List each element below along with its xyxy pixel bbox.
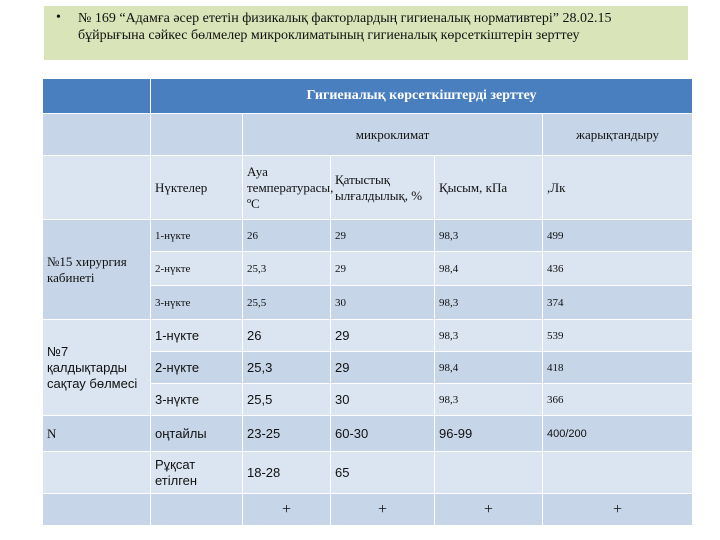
cell-lux: 366: [541, 383, 694, 416]
column-pressure: Қысым, кПа: [434, 155, 543, 220]
norm-empty-cell: [434, 451, 543, 494]
title-box: • № 169 “Адамға әсер ететін физикалық фа…: [44, 6, 688, 60]
mark-temp: +: [242, 493, 331, 526]
cell-press: 98,3: [434, 319, 543, 352]
norm-optimal-label: оңтайлы: [150, 415, 243, 452]
column-lux: ,Лк: [541, 155, 694, 220]
norm-optimal-hum: 60-30: [330, 415, 435, 452]
group-empty-cell: [42, 113, 151, 156]
cell-hum: 30: [330, 285, 435, 320]
cell-point: 1-нүкте: [150, 219, 243, 252]
room1-name: №15 хирургия кабинеті: [42, 219, 151, 320]
cell-point: 3-нүкте: [150, 285, 243, 320]
table-main-header: Гигиеналық көрсеткіштерді зерттеу: [149, 78, 694, 114]
norm-allowed-temp: 18-28: [242, 451, 331, 494]
norm-empty-cell: [42, 451, 151, 494]
mark-hum: +: [330, 493, 435, 526]
table-row: №15 хирургия кабинеті 1-нүкте 26 29 98,3…: [42, 219, 694, 320]
norm-optimal-temp: 23-25: [242, 415, 331, 452]
cell-lux: 499: [541, 219, 694, 252]
cell-temp: 25,5: [242, 285, 331, 320]
cell-press: 98,4: [434, 251, 543, 286]
norm-optimal-lux: 400/200: [541, 415, 694, 452]
cell-lux: 374: [541, 285, 694, 320]
group-microclimate: микроклимат: [242, 113, 543, 156]
cell-temp: 25,5: [242, 383, 331, 416]
table-columns-row: Нүктелер Ауа температурасы, ºС Қатыстық …: [42, 155, 694, 220]
table-row: 2-нүкте 25,3 29 98,4 418: [43, 351, 694, 384]
norm-empty-cell: [541, 451, 694, 494]
group-empty-cell: [150, 113, 243, 156]
room2-name: №7 қалдықтарды сақтау бөлмесі: [42, 319, 151, 416]
columns-empty-cell: [42, 155, 151, 220]
column-points: Нүктелер: [150, 155, 243, 220]
cell-temp: 25,3: [242, 251, 331, 286]
cell-hum: 30: [330, 383, 435, 416]
mark-lux: +: [541, 493, 694, 526]
table-row: 2-нүкте 25,3 29 98,4 436: [43, 251, 694, 286]
header-empty-cell: [42, 78, 151, 114]
norm-label: N: [42, 415, 151, 452]
cell-point: 3-нүкте: [150, 383, 243, 416]
cell-hum: 29: [330, 319, 435, 352]
cell-hum: 29: [330, 351, 435, 384]
column-temperature: Ауа температурасы, ºС: [242, 155, 333, 220]
cell-temp: 26: [242, 319, 331, 352]
cell-press: 98,3: [434, 219, 543, 252]
cell-press: 98,4: [434, 351, 543, 384]
title-bullet: •: [56, 10, 61, 25]
cell-lux: 436: [541, 251, 694, 286]
hygiene-table: Гигиеналық көрсеткіштерді зерттеу микрок…: [42, 78, 694, 530]
marks-empty-cell: [42, 493, 151, 526]
cell-hum: 29: [330, 219, 435, 252]
column-humidity: Қатыстық ылғалдылық, %: [330, 155, 435, 220]
cell-point: 2-нүкте: [150, 251, 243, 286]
table-row: + + + +: [42, 493, 694, 526]
table-row: N оңтайлы 23-25 60-30 96-99 400/200: [42, 415, 694, 452]
table-group-row: микроклимат жарықтандыру: [42, 113, 694, 156]
group-lighting: жарықтандыру: [541, 113, 694, 156]
table-row: Рұқсат етілген 18-28 65: [42, 451, 694, 494]
table-row: 3-нүкте 25,5 30 98,3 366: [43, 383, 694, 416]
cell-press: 98,3: [434, 383, 543, 416]
cell-hum: 29: [330, 251, 435, 286]
cell-point: 2-нүкте: [150, 351, 243, 384]
norm-allowed-hum: 65: [330, 451, 435, 494]
cell-lux: 539: [541, 319, 694, 352]
page-title: № 169 “Адамға әсер ететін физикалық факт…: [78, 11, 612, 43]
marks-empty-cell: [150, 493, 243, 526]
cell-temp: 25,3: [242, 351, 331, 384]
cell-press: 98,3: [434, 285, 543, 320]
cell-point: 1-нүкте: [150, 319, 243, 352]
norm-allowed-label: Рұқсат етілген: [150, 451, 243, 494]
table-row: №7 қалдықтарды сақтау бөлмесі 1-нүкте 26…: [42, 319, 694, 416]
table-row: 3-нүкте 25,5 30 98,3 374: [43, 285, 694, 320]
cell-temp: 26: [242, 219, 331, 252]
table-header-main-row: Гигиеналық көрсеткіштерді зерттеу: [42, 78, 694, 114]
cell-lux: 418: [541, 351, 694, 384]
mark-press: +: [434, 493, 543, 526]
norm-optimal-press: 96-99: [434, 415, 543, 452]
